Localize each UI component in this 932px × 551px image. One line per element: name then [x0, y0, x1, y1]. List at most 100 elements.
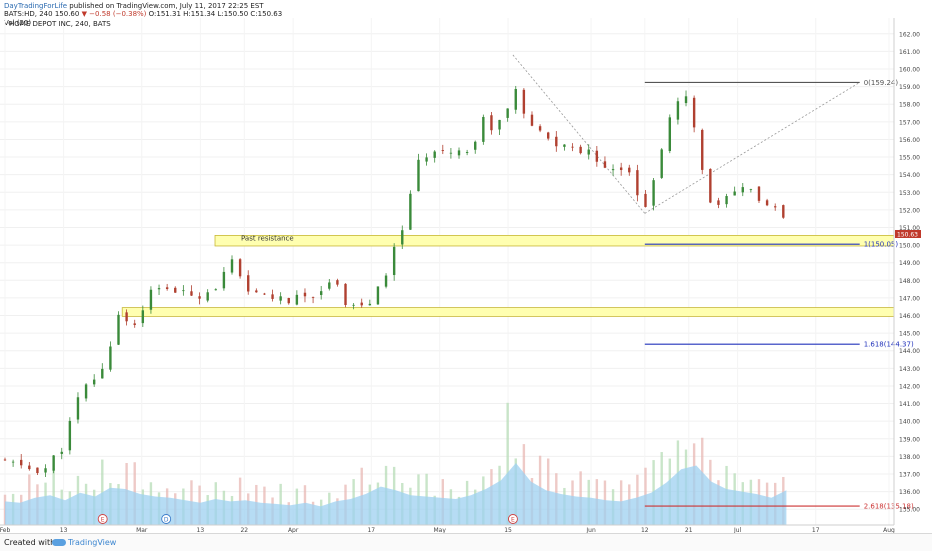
candle-body [660, 149, 663, 178]
candle-body [709, 168, 712, 203]
candle-body [409, 193, 412, 230]
y-tick-label: 158.00 [899, 102, 920, 109]
y-tick-label: 140.00 [899, 419, 920, 426]
candle-body [619, 167, 623, 171]
candle-body [28, 465, 31, 470]
y-tick-label: 161.00 [899, 49, 920, 56]
candle-body [303, 292, 307, 297]
price-chart[interactable]: Past resistance 0(159.24) 1(150.05) 1.618(… [0, 0, 932, 533]
x-tick-label: May [433, 527, 446, 533]
earnings-marker [97, 514, 108, 524]
x-tick-label: Jul [733, 527, 742, 533]
x-tick-label: 17 [367, 527, 375, 533]
candle-body [765, 200, 769, 206]
y-tick-label: 156.00 [899, 137, 920, 144]
candle-body [125, 312, 128, 322]
candle-body [344, 283, 347, 306]
author-link[interactable]: DayTradingForLife [4, 2, 68, 10]
candle-body [417, 159, 420, 192]
y-tick-label: 145.00 [899, 331, 920, 338]
candle-body [514, 88, 517, 110]
candle-body [165, 287, 169, 289]
earnings-marker [507, 514, 518, 524]
x-tick-label: 12 [641, 527, 649, 533]
candle-body [603, 161, 607, 168]
y-tick-label: 148.00 [899, 278, 920, 285]
candle-body [36, 467, 39, 474]
candle-body [149, 289, 153, 310]
volume-bar [101, 459, 104, 525]
candle-body [44, 468, 47, 473]
candle-body [498, 119, 501, 130]
candle-body [11, 461, 15, 463]
dividend-marker [161, 514, 172, 524]
event-marker-label: E [511, 516, 515, 523]
candle-body [465, 152, 469, 153]
candle-body [141, 310, 145, 324]
candle-body [774, 206, 777, 208]
candle-body [360, 302, 363, 306]
candle-body [401, 230, 404, 245]
candle-body [174, 287, 177, 293]
candle-body [319, 291, 323, 295]
y-tick-label: 146.00 [899, 313, 920, 320]
y-tick-label: 159.00 [899, 84, 920, 91]
ohlc-values: O:151.31 H:151.34 L:150.50 C:150.63 [148, 10, 283, 19]
zone-label: Past resistance [241, 234, 294, 242]
tradingview-link[interactable]: TradingView [68, 538, 117, 547]
y-tick-label: 142.00 [899, 383, 920, 390]
candle-body [506, 108, 509, 118]
candle-body [263, 293, 266, 295]
candle-body [311, 296, 315, 298]
candle-body [20, 459, 23, 466]
candle-body [782, 205, 785, 218]
candle-body [555, 136, 558, 147]
axes-layer: 135.00 136.00 137.00 138.00 139.00 140.00 141.… [0, 18, 921, 533]
candle-body [684, 96, 688, 104]
x-tick-label: Apr [288, 527, 299, 533]
fib-level-label: 1.618(144.37) [864, 341, 914, 349]
y-tick-label: 138.00 [899, 454, 920, 461]
y-tick-label: 152.00 [899, 207, 920, 214]
candle-body [546, 132, 550, 139]
symbol-label: BATS:HD, 240 [4, 10, 53, 19]
candle-body [52, 455, 55, 471]
candle-body [287, 298, 290, 304]
y-tick-label: 155.00 [899, 155, 920, 162]
candle-body [563, 144, 566, 147]
x-tick-label: Feb [0, 527, 11, 533]
last-price: 150.60 [54, 10, 80, 19]
candle-body [190, 291, 193, 296]
resistance-zone [121, 307, 895, 317]
trend-line [644, 82, 860, 214]
candle-body [538, 126, 542, 131]
candle-body [579, 146, 582, 154]
fib-levels-layer: 0(159.24) 1(150.05) 1.618(144.37) 2.618(135… [512, 54, 914, 511]
candle-body [238, 259, 242, 277]
x-tick-label: 22 [240, 527, 248, 533]
y-tick-label: 150.00 [899, 243, 920, 250]
candle-body [676, 101, 680, 120]
quote-line: BATS:HD, 240 150.60 ▼ −0.58 (−0.38%) O:1… [4, 10, 282, 18]
candle-body [652, 180, 655, 206]
candle-body [482, 116, 485, 142]
candle-body [76, 397, 80, 420]
y-tick-label: 151.00 [899, 225, 920, 232]
candle-body [109, 346, 112, 370]
y-tick-label: 144.00 [899, 348, 920, 355]
candle-body [336, 280, 339, 285]
candle-body [368, 303, 372, 306]
candle-body [457, 150, 461, 156]
candle-body [101, 368, 104, 379]
y-tick-label: 143.00 [899, 366, 920, 373]
published-text: published on TradingView.com, July 11, 2… [69, 2, 264, 10]
y-tick-label: 137.00 [899, 471, 920, 478]
volume-indicator-label: Vol (20) [4, 18, 32, 27]
price-change: ▼ −0.58 (−0.38%) [81, 10, 147, 19]
volume-bar [506, 402, 509, 525]
x-tick-label: Jun [585, 527, 596, 533]
candle-body [725, 196, 728, 205]
x-tick-label: Aug [883, 527, 895, 533]
x-tick-label: 13 [197, 527, 205, 533]
candle-body [230, 259, 234, 273]
